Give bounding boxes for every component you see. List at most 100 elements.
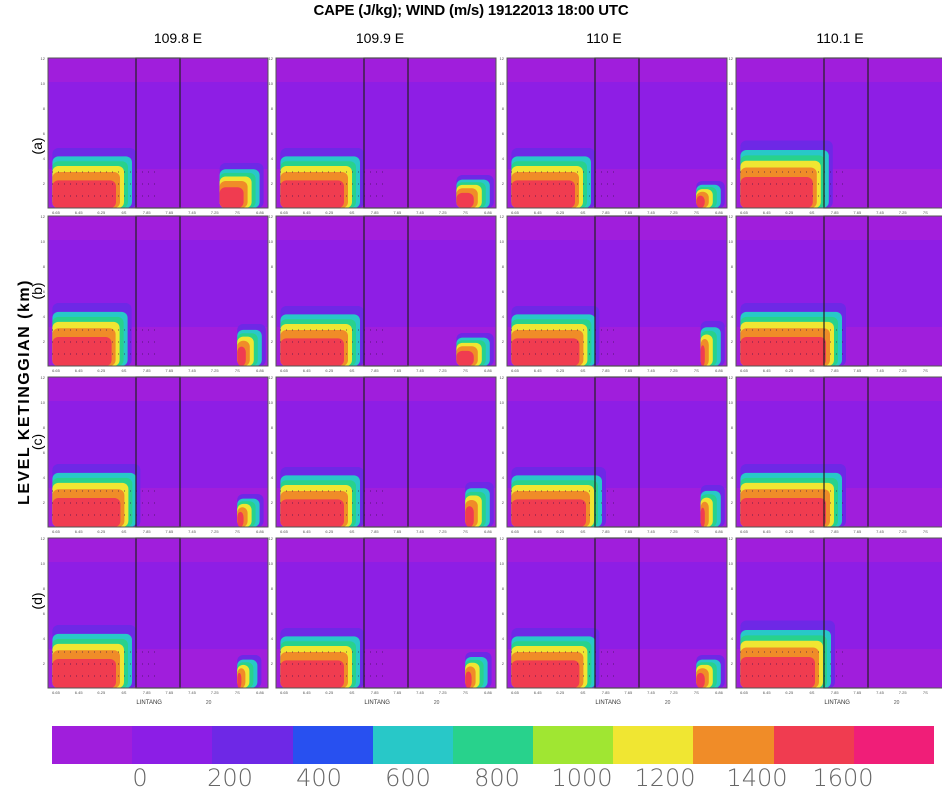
y-tick-label: 12	[269, 214, 274, 219]
y-tick-label: 12	[729, 536, 734, 541]
x-tick-label: 6.25	[785, 690, 794, 695]
x-tick-label: 6.25	[785, 529, 794, 534]
y-tick-label: 12	[41, 214, 46, 219]
y-tick-label: 10	[269, 81, 274, 86]
x-tick-label: 6.45	[534, 210, 543, 215]
x-tick-label: 7.45	[876, 529, 885, 534]
cape-right-cell-level-6	[465, 506, 474, 527]
panel-c-4: 2 4 6 8 10 12 6.65 6.45 6.25 6S 7.85 7.65 7.45 7.25 7S…	[729, 375, 942, 534]
x-tick-label: 6.25	[325, 368, 334, 373]
y-tick-label: 6	[502, 289, 505, 294]
panel-a-4: 2 4 6 8 10 12 6.65 6.45 6.25 6S 7.85 7.65 7.45 7.25 7S…	[729, 56, 942, 215]
y-tick-label: 4	[271, 636, 274, 641]
colorbar-segment-11	[853, 726, 935, 764]
panel-b-4: 2 4 6 8 10 12 6.65 6.45 6.25 6S 7.85 7.65 7.45 7.25 7S…	[729, 214, 942, 373]
panel-d-2: 2 4 6 8 10 12 6.65 6.45 6.25 6S 7.85 7.65 7.45 7.25 7S…	[269, 536, 497, 706]
x-tick-label: 7.65	[853, 210, 862, 215]
y-tick-label: 12	[500, 375, 505, 380]
x-tick-label: 6.65	[280, 529, 289, 534]
colorbar-segment-7	[533, 726, 614, 764]
cape-core-level-6	[52, 659, 116, 688]
x-tick-label: 7S	[463, 210, 468, 215]
x-tick-label: 6.45	[75, 529, 84, 534]
colorbar-tick-label: 800	[474, 764, 520, 792]
y-tick-label: 8	[271, 264, 274, 269]
cape-core-level-6	[52, 498, 121, 527]
y-tick-label: 12	[41, 56, 46, 61]
cape-core-level-6	[52, 337, 112, 366]
y-tick-label: 6	[271, 450, 274, 455]
y-tick-label: 2	[43, 500, 46, 505]
y-tick-label: 4	[271, 475, 274, 480]
x-tick-label: 7.25	[439, 210, 448, 215]
column-label-1: 109.8 E	[153, 30, 203, 46]
y-tick-label: 2	[271, 181, 274, 186]
y-tick-label: 6	[271, 131, 274, 136]
x-tick-label: 7S	[235, 529, 240, 534]
colorbar-segment-3	[212, 726, 294, 764]
x-tick-label: 7.85	[143, 690, 152, 695]
x-tick-label: 6.65	[740, 368, 749, 373]
y-tick-label: 6	[502, 131, 505, 136]
x-tick-label: 7.45	[188, 368, 197, 373]
y-tick-label: 12	[729, 56, 734, 61]
y-tick-label: 6	[502, 450, 505, 455]
x-tick-label: 7S	[694, 529, 699, 534]
cape-core-level-6	[511, 499, 586, 527]
y-tick-label: 4	[43, 475, 46, 480]
y-tick-label: 10	[500, 239, 505, 244]
colorbar-tick-label: 200	[207, 764, 253, 792]
x-tick-label: 7S	[923, 690, 928, 695]
column-label-2: 109.9 E	[355, 30, 405, 46]
x-tick-label: 7.45	[647, 210, 656, 215]
y-tick-label: 8	[731, 264, 734, 269]
x-tick-label: 6S	[810, 210, 815, 215]
x-tick-label: 7.45	[876, 368, 885, 373]
x-tick-label: 6.25	[325, 210, 334, 215]
x-tick-label: 7.65	[624, 690, 633, 695]
x-tick-label: 6S	[581, 368, 586, 373]
x-tick-label: 7.45	[876, 690, 885, 695]
x-tick-label: 6.25	[97, 210, 106, 215]
x-tick-label: 7.65	[165, 690, 174, 695]
colorbar	[52, 726, 935, 764]
x-tick-label: 6.86	[484, 690, 493, 695]
x-tick-label: 7.45	[416, 529, 425, 534]
cape-right-cell-level-6	[700, 345, 705, 366]
x-tick-label: 6.45	[763, 690, 772, 695]
x-tick-label: 7.25	[899, 529, 908, 534]
x-tick-label: 7.65	[393, 529, 402, 534]
x-tick-label: 7.45	[647, 529, 656, 534]
panel-frame	[506, 376, 728, 528]
x-tick-label: 6S	[122, 529, 127, 534]
x-tick-label: 7.65	[165, 210, 174, 215]
x-tick-label: 7.85	[831, 690, 840, 695]
y-tick-label: 10	[500, 81, 505, 86]
wind-reference: 20	[665, 700, 671, 706]
x-tick-label: 7.25	[670, 529, 679, 534]
x-tick-label: 6.25	[97, 368, 106, 373]
y-tick-label: 2	[731, 181, 734, 186]
x-tick-label: 7S	[235, 368, 240, 373]
y-tick-label: 2	[502, 661, 505, 666]
x-tick-label: 6.25	[325, 529, 334, 534]
y-tick-label: 6	[43, 450, 46, 455]
colorbar-segment-8	[613, 726, 694, 764]
panel-c-2: 2 4 6 8 10 12 6.65 6.45 6.25 6S 7.85 7.65 7.45 7.25 7S…	[269, 375, 497, 534]
x-tick-label: 7.25	[439, 368, 448, 373]
y-tick-label: 8	[731, 586, 734, 591]
y-tick-label: 2	[43, 661, 46, 666]
panel-d-3: 2 4 6 8 10 12 6.65 6.45 6.25 6S 7.85 7.65 7.45 7.25 7S…	[500, 536, 728, 706]
x-tick-label: 6.86	[256, 529, 265, 534]
x-tick-label: 6.25	[556, 690, 565, 695]
x-tick-label: 7.65	[393, 690, 402, 695]
y-tick-label: 6	[43, 131, 46, 136]
x-tick-label: 7.25	[211, 210, 220, 215]
y-tick-label: 4	[731, 156, 734, 161]
x-tick-label: 7.65	[624, 368, 633, 373]
panel-frame	[506, 215, 728, 367]
panel-c-3: 2 4 6 8 10 12 6.65 6.45 6.25 6S 7.85 7.65 7.45 7.25 7S…	[500, 375, 728, 534]
cape-core-level-6	[511, 338, 580, 366]
y-tick-label: 8	[731, 106, 734, 111]
column-label-3: 110 E	[586, 30, 622, 46]
